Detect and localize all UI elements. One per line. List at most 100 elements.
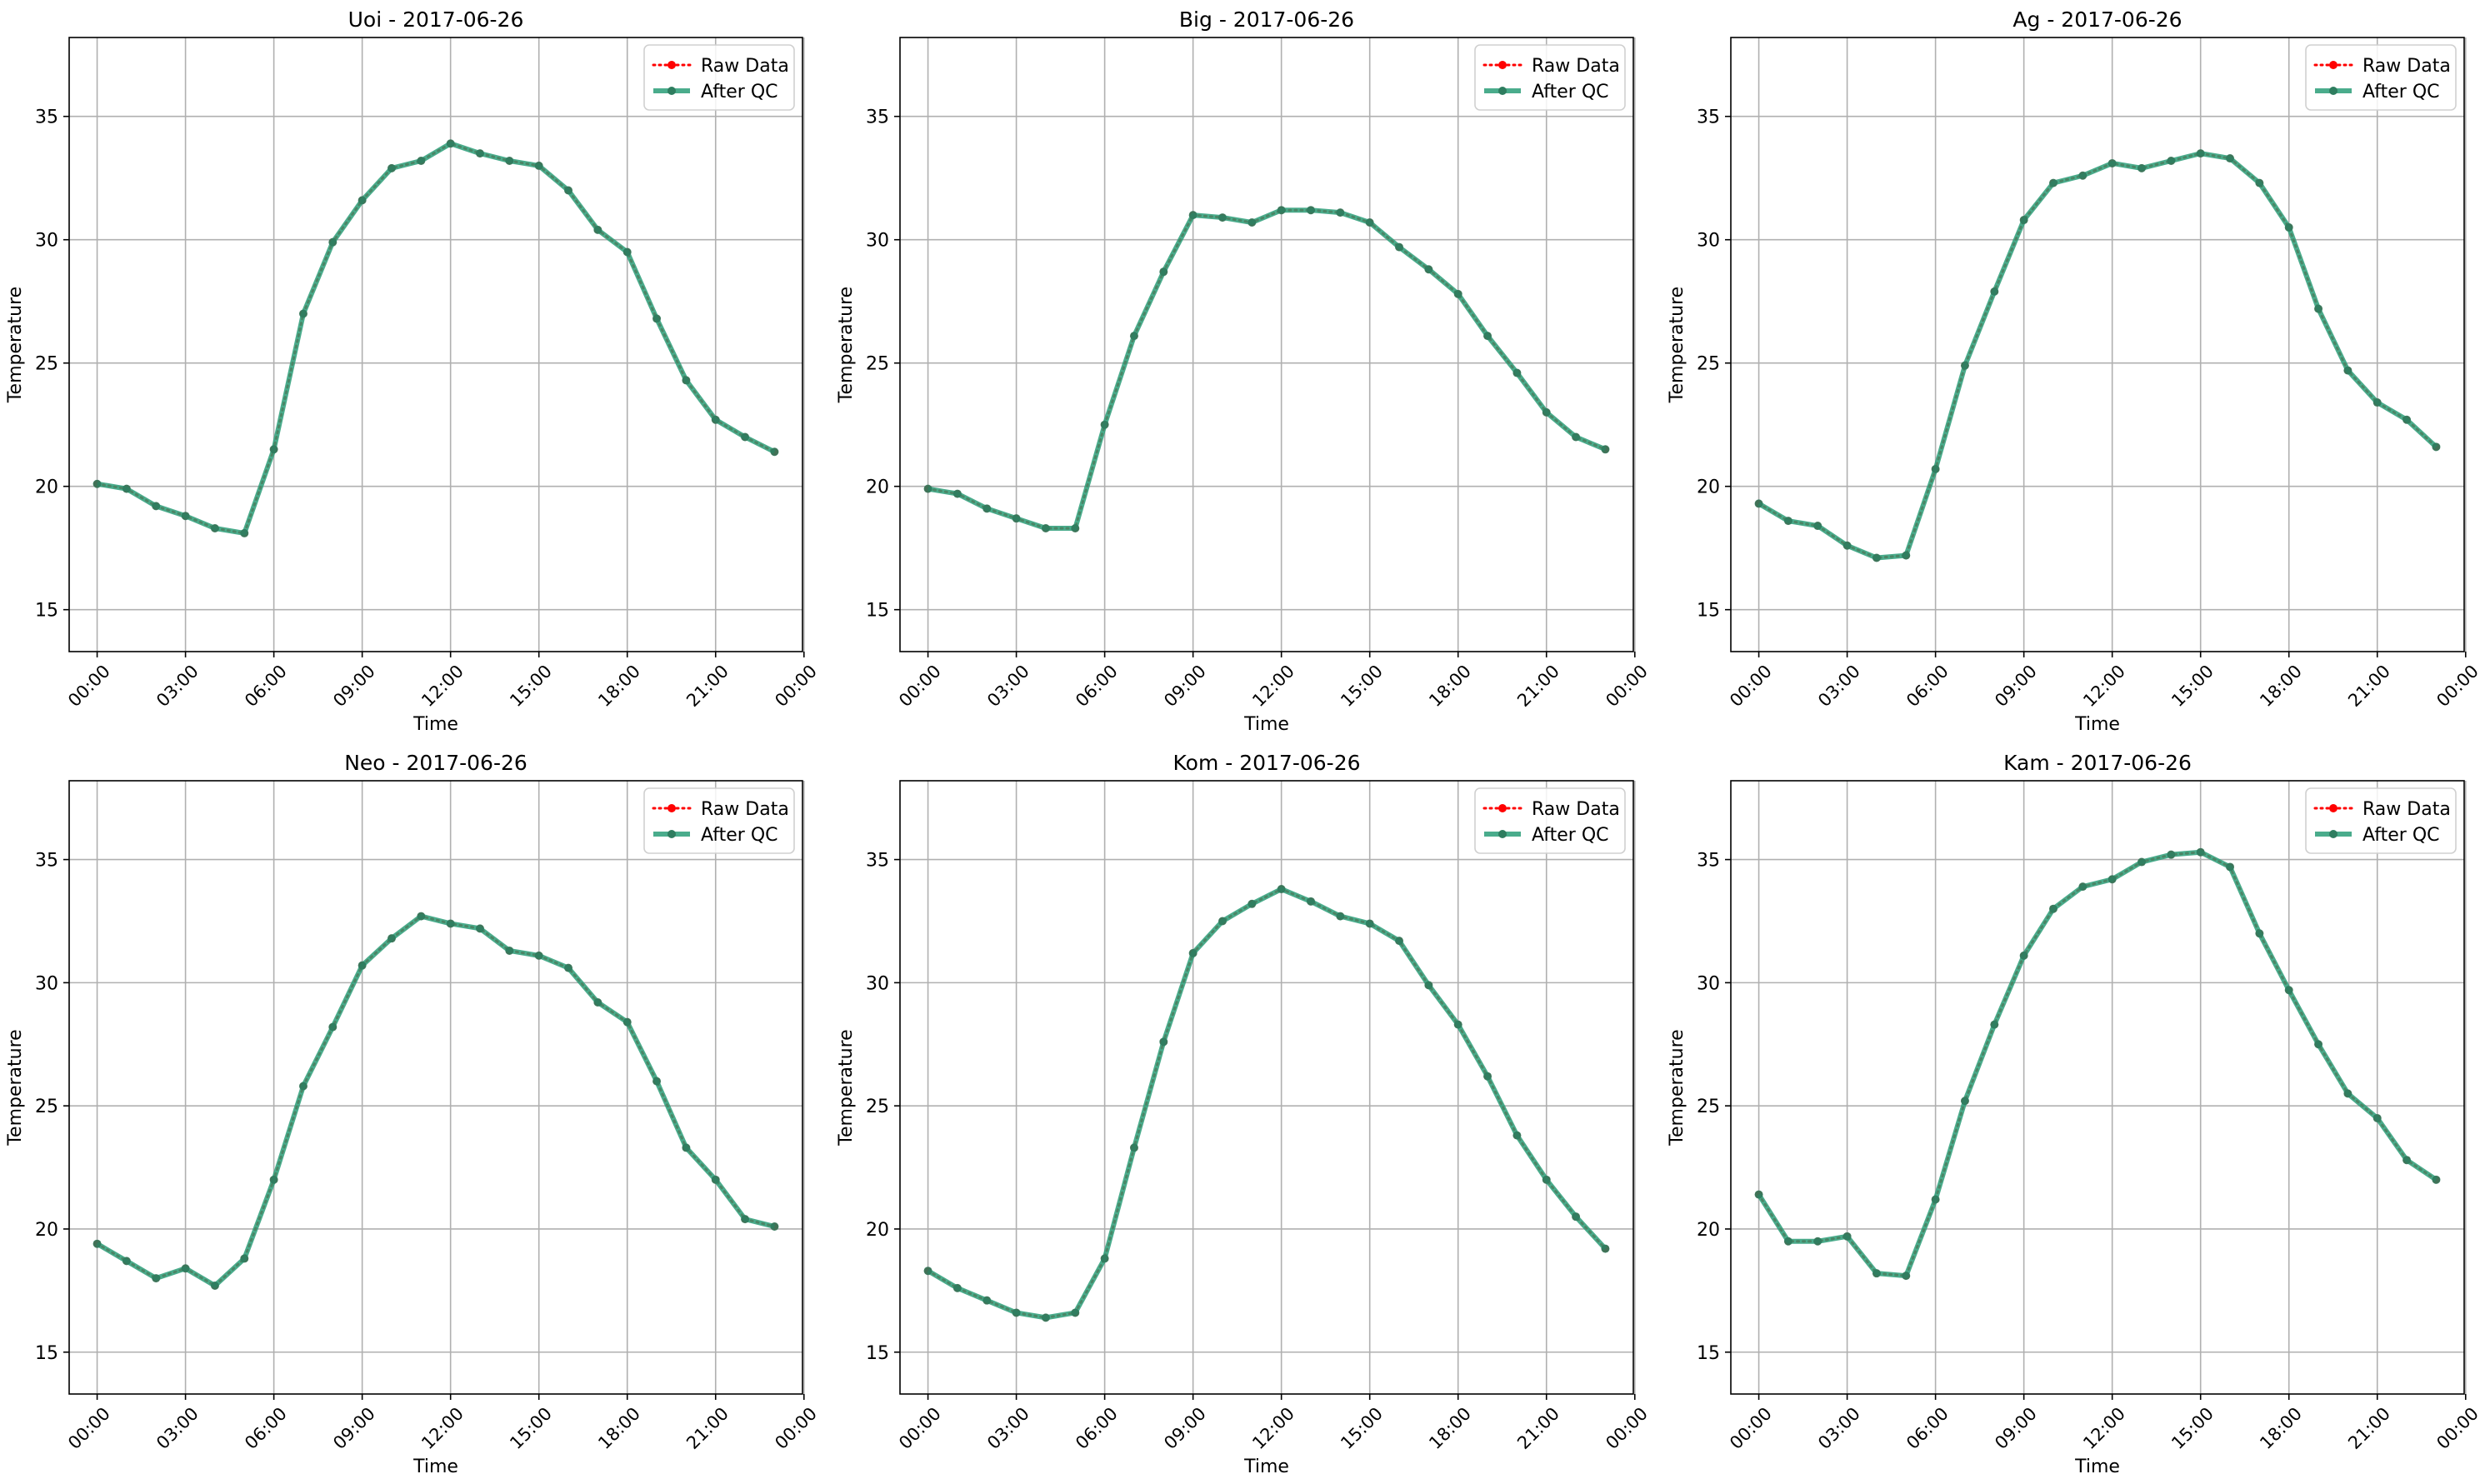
qc-data-point [181, 512, 190, 521]
qc-data-point [1188, 211, 1198, 220]
qc-data-point [1872, 553, 1881, 562]
legend-qc-marker [668, 87, 676, 95]
y-tick-label: 20 [35, 477, 58, 498]
qc-data-point [387, 163, 396, 172]
qc-data-point [1990, 287, 1999, 296]
legend-box [1474, 44, 1626, 111]
qc-data-point [1307, 897, 1316, 906]
qc-data-point [1872, 1269, 1881, 1278]
qc-data-point [652, 314, 662, 323]
qc-data-point [1218, 213, 1227, 222]
legend: Raw Data After QC [1474, 44, 1626, 111]
x-axis-label: Time [2074, 714, 2120, 735]
qc-data-point [622, 1017, 632, 1027]
qc-data-point [1336, 208, 1345, 217]
y-tick-label: 25 [866, 354, 889, 375]
qc-data-line [1757, 849, 2438, 1279]
qc-data-point [1365, 919, 1374, 928]
qc-data-point [417, 912, 426, 921]
qc-data-point [1990, 1020, 1999, 1029]
x-axis-label: Time [412, 1457, 458, 1477]
qc-data-point [269, 445, 278, 454]
qc-data-point [1453, 1020, 1462, 1029]
y-tick-label: 20 [866, 477, 889, 498]
qc-data-point [505, 156, 514, 165]
qc-data-point [1813, 522, 1822, 531]
qc-data-line [97, 141, 776, 536]
qc-data-point [1572, 432, 1581, 442]
qc-data-point [298, 1082, 308, 1091]
qc-data-point [1960, 361, 1969, 370]
y-tick-label: 35 [35, 851, 58, 872]
axes-frame [1730, 37, 2465, 652]
y-tick-label: 25 [35, 354, 58, 375]
qc-data-point [1071, 1308, 1080, 1317]
qc-data-point [952, 1283, 962, 1292]
qc-data-point [1842, 541, 1852, 550]
y-tick-label: 30 [866, 231, 889, 252]
qc-data-point [2284, 986, 2293, 995]
qc-data-point [2138, 857, 2147, 867]
legend-box [1474, 787, 1626, 854]
qc-data-point [181, 1264, 190, 1273]
qc-data-point [1783, 1237, 1792, 1246]
legend: Raw Data After QC [643, 44, 795, 111]
y-tick-label: 30 [35, 231, 58, 252]
qc-data-point [770, 1222, 779, 1232]
qc-data-point [682, 1143, 691, 1152]
qc-data-point [711, 415, 720, 424]
legend-qc-label: After QC [1532, 82, 1609, 102]
qc-data-point [2196, 847, 2205, 857]
axes-frame [68, 37, 803, 652]
qc-data-point [1336, 912, 1345, 921]
qc-data-point [1041, 524, 1050, 533]
y-tick-label: 25 [866, 1097, 889, 1117]
y-tick-label: 20 [35, 1220, 58, 1241]
qc-data-point [1277, 206, 1286, 215]
y-tick-label: 15 [866, 1343, 889, 1364]
legend-qc-marker [1498, 87, 1507, 95]
qc-data-point [593, 225, 602, 234]
chart-title: Uoi - 2017-06-26 [348, 7, 524, 32]
chart-title: Ag - 2017-06-26 [2012, 7, 2182, 32]
qc-data-point [1012, 514, 1021, 523]
qc-data-point [2167, 850, 2176, 859]
qc-data-point [1307, 206, 1316, 215]
y-tick-label: 25 [1697, 1097, 1720, 1117]
y-tick-label: 30 [1697, 231, 1720, 252]
legend-raw-label: Raw Data [701, 799, 789, 820]
qc-data-line [1758, 151, 2438, 561]
y-tick-label: 25 [35, 1097, 58, 1117]
qc-data-point [446, 139, 455, 148]
qc-data-point [711, 1175, 720, 1184]
legend-box [2305, 44, 2457, 111]
qc-data-point [1188, 948, 1198, 957]
qc-data-point [358, 196, 367, 205]
qc-data-point [328, 1022, 338, 1032]
axes-frame [899, 780, 1634, 1395]
qc-data-point [1601, 445, 1610, 454]
y-tick-label: 30 [866, 973, 889, 994]
legend-raw-marker [668, 804, 676, 812]
chart-title: Kom - 2017-06-26 [1173, 751, 1361, 775]
qc-data-point [2432, 442, 2441, 452]
chart-title: Big - 2017-06-26 [1179, 7, 1354, 32]
qc-data-point [240, 528, 249, 537]
qc-data-point [2108, 158, 2117, 167]
qc-data-point [2078, 171, 2088, 180]
qc-data-point [2048, 904, 2058, 913]
qc-data-point [2167, 156, 2176, 165]
y-tick-label: 30 [1697, 973, 1720, 994]
chart-title: Neo - 2017-06-26 [344, 751, 528, 775]
legend-raw-label: Raw Data [2362, 799, 2451, 820]
qc-data-point [652, 1077, 662, 1086]
qc-data-line [927, 887, 1608, 1321]
qc-data-point [1931, 464, 1940, 473]
qc-data-line [928, 207, 1607, 532]
qc-data-point [2432, 1175, 2441, 1184]
y-axis-label: Temperature [1667, 1029, 1688, 1146]
qc-data-point [2226, 862, 2235, 872]
qc-data-point [2255, 178, 2264, 187]
qc-data-point [2343, 366, 2352, 375]
